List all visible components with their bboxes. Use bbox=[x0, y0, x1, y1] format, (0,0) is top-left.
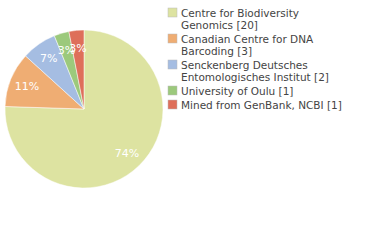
data-labels: 74%11%7%3%3% bbox=[15, 42, 139, 161]
legend-label: Senckenberg DeutschesEntomologisches Ins… bbox=[181, 59, 329, 83]
slices bbox=[5, 30, 163, 188]
legend-label: Centre for BiodiversityGenomics [20] bbox=[181, 7, 299, 31]
legend-label: Mined from GenBank, NCBI [1] bbox=[181, 99, 342, 111]
legend-swatch bbox=[168, 86, 177, 95]
legend: Centre for BiodiversityGenomics [20]Cana… bbox=[168, 7, 342, 111]
legend-swatch bbox=[168, 100, 177, 109]
data-label: 74% bbox=[115, 147, 139, 160]
legend-swatch bbox=[168, 60, 177, 69]
legend-swatch bbox=[168, 8, 177, 17]
legend-label: Canadian Centre for DNABarcoding [3] bbox=[181, 33, 314, 57]
data-label: 11% bbox=[15, 80, 39, 93]
chart-svg: 74%11%7%3%3%Centre for BiodiversityGenom… bbox=[0, 0, 380, 240]
data-label: 3% bbox=[69, 42, 86, 55]
chart-container: 74%11%7%3%3%Centre for BiodiversityGenom… bbox=[0, 0, 380, 240]
pie-slice bbox=[5, 30, 163, 188]
legend-label: University of Oulu [1] bbox=[181, 85, 293, 97]
data-label: 7% bbox=[40, 52, 57, 65]
legend-swatch bbox=[168, 34, 177, 43]
